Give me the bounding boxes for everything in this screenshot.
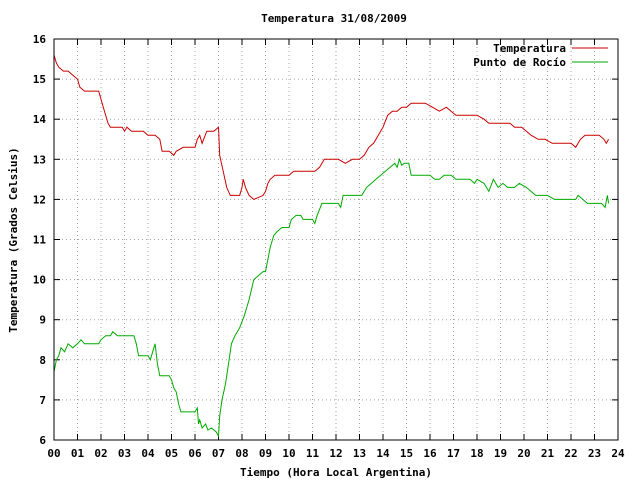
x-tick-label: 24 xyxy=(611,447,625,460)
series-layer xyxy=(53,54,610,438)
x-tick-label: 01 xyxy=(71,447,85,460)
x-tick-labels: 00 01 02 03 04 05 06 07 08 09 10 11 12 13 14 15 16 17 18 19… xyxy=(47,447,625,460)
chart-title: Temperatura 31/08/2009 xyxy=(261,12,407,25)
plot-frame xyxy=(53,38,619,441)
y-tick-labels: 6 7 8 9 10 11 12 13 14 15 16 xyxy=(33,33,47,447)
x-axis-label: Tiempo (Hora Local Argentina) xyxy=(240,466,432,479)
x-tick-label: 06 xyxy=(188,447,202,460)
x-tick-label: 22 xyxy=(564,447,577,460)
x-tick-label: 15 xyxy=(400,447,413,460)
y-tick-label: 10 xyxy=(33,274,46,287)
x-tick-label: 13 xyxy=(353,447,366,460)
y-tick-label: 15 xyxy=(33,73,46,86)
x-tick-label: 12 xyxy=(329,447,342,460)
x-tick-label: 03 xyxy=(118,447,131,460)
legend: Temperatura Punto de Rocío xyxy=(473,42,608,69)
y-tick-label: 13 xyxy=(33,153,46,166)
x-tick-label: 07 xyxy=(212,447,225,460)
x-tick-label: 17 xyxy=(447,447,460,460)
x-tick-label: 05 xyxy=(165,447,178,460)
y-axis-label: Temperatura (Grados Celsius) xyxy=(7,147,20,332)
x-tick-label: 11 xyxy=(306,447,320,460)
y-tick-label: 8 xyxy=(39,354,46,367)
x-tick-label: 09 xyxy=(259,447,272,460)
x-tick-label: 04 xyxy=(141,447,155,460)
x-tick-label: 00 xyxy=(47,447,60,460)
series-line-punto-de-rocio xyxy=(53,157,610,438)
y-tick-label: 11 xyxy=(33,234,47,247)
x-tick-label: 21 xyxy=(541,447,555,460)
x-tick-label: 20 xyxy=(517,447,530,460)
x-tick-label: 16 xyxy=(423,447,437,460)
x-tick-label: 23 xyxy=(588,447,601,460)
x-tick-label: 08 xyxy=(235,447,248,460)
y-tick-label: 16 xyxy=(33,33,47,46)
x-tick-label: 10 xyxy=(282,447,295,460)
y-tick-label: 14 xyxy=(33,113,47,126)
legend-label-punto-de-rocio: Punto de Rocío xyxy=(473,56,566,69)
x-tick-label: 19 xyxy=(494,447,507,460)
x-tick-label: 18 xyxy=(470,447,483,460)
x-tick-label: 02 xyxy=(94,447,107,460)
x-tick-label: 14 xyxy=(376,447,390,460)
legend-label-temperatura: Temperatura xyxy=(493,42,566,55)
y-tick-label: 12 xyxy=(33,193,46,206)
y-tick-label: 6 xyxy=(39,434,46,447)
tick-layer xyxy=(53,38,619,441)
grid-layer xyxy=(54,39,618,440)
y-tick-label: 7 xyxy=(39,394,46,407)
y-tick-label: 9 xyxy=(39,314,46,327)
series-line-temperatura xyxy=(53,54,610,200)
